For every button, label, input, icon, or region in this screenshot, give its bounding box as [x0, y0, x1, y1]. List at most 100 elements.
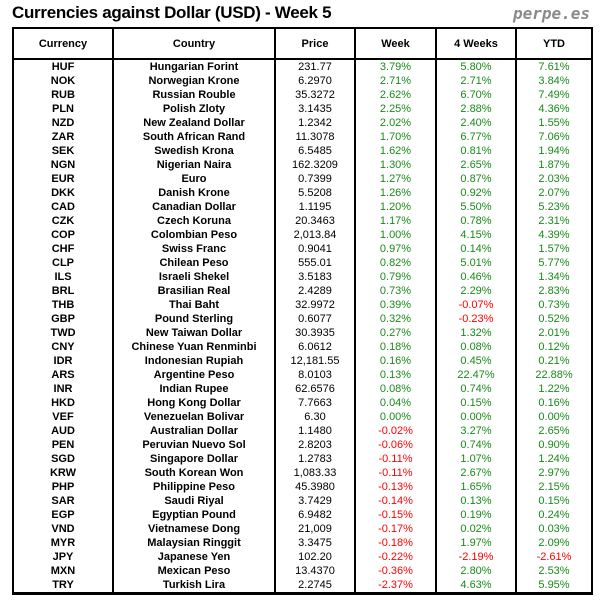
country-name: Chilean Peso [112, 256, 276, 270]
table-row: SAR Saudi Riyal 3.7429 -0.14% 0.13% 0.15% [12, 494, 593, 508]
currency-code: IDR [12, 354, 114, 368]
ytd-change: 5.77% [515, 256, 593, 270]
table-row: NOK Norwegian Krone 6.2970 2.71% 2.71% 3.84% [12, 74, 593, 88]
four-weeks-change: 0.19% [435, 508, 517, 522]
price-value: 2.4289 [274, 284, 356, 298]
table-row: RUB Russian Rouble 35.3272 2.62% 6.70% 7.49% [12, 88, 593, 102]
ytd-change: 1.94% [515, 144, 593, 158]
week-change: 0.79% [354, 270, 437, 284]
currency-code: AUD [12, 424, 114, 438]
column-header-currency: Currency [12, 27, 114, 60]
price-value: 555.01 [274, 256, 356, 270]
currency-code: EGP [12, 508, 114, 522]
currency-code: JPY [12, 550, 114, 564]
week-change: -0.11% [354, 452, 437, 466]
country-name: Canadian Dollar [112, 200, 276, 214]
ytd-change: 2.01% [515, 326, 593, 340]
table-row: VND Vietnamese Dong 21,009 -0.17% 0.02% 0.03% [12, 522, 593, 536]
column-header-country: Country [112, 27, 276, 60]
price-value: 6.9482 [274, 508, 356, 522]
week-change: -0.18% [354, 536, 437, 550]
price-value: 21,009 [274, 522, 356, 536]
four-weeks-change: 0.74% [435, 438, 517, 452]
country-name: Danish Krone [112, 186, 276, 200]
four-weeks-change: 0.15% [435, 396, 517, 410]
currency-code: NGN [12, 158, 114, 172]
ytd-change: 0.21% [515, 354, 593, 368]
week-change: 2.71% [354, 74, 437, 88]
table-header-row: Currency Country Price Week 4 Weeks YTD [12, 27, 593, 60]
price-value: 6.5485 [274, 144, 356, 158]
country-name: Mexican Peso [112, 564, 276, 578]
currency-code: INR [12, 382, 114, 396]
week-change: 2.02% [354, 116, 437, 130]
country-name: Japanese Yen [112, 550, 276, 564]
currency-code: CHF [12, 242, 114, 256]
price-value: 102.20 [274, 550, 356, 564]
week-change: -0.11% [354, 466, 437, 480]
currency-code: MXN [12, 564, 114, 578]
ytd-change: 0.90% [515, 438, 593, 452]
week-change: 0.73% [354, 284, 437, 298]
table-row: JPY Japanese Yen 102.20 -0.22% -2.19% -2.61% [12, 550, 593, 564]
ytd-change: 2.07% [515, 186, 593, 200]
country-name: Peruvian Nuevo Sol [112, 438, 276, 452]
currency-code: ZAR [12, 130, 114, 144]
table-row: ILS Israeli Shekel 3.5183 0.79% 0.46% 1.34% [12, 270, 593, 284]
column-header-ytd: YTD [515, 27, 593, 60]
table-row: PLN Polish Zloty 3.1435 2.25% 2.88% 4.36% [12, 102, 593, 116]
table-row: CZK Czech Koruna 20.3463 1.17% 0.78% 2.31% [12, 214, 593, 228]
country-name: Euro [112, 172, 276, 186]
table-row: MYR Malaysian Ringgit 3.3475 -0.18% 1.97% 2.0… [12, 536, 593, 550]
currency-code: VEF [12, 410, 114, 424]
country-name: Turkish Lira [112, 578, 276, 595]
four-weeks-change: 3.27% [435, 424, 517, 438]
country-name: Argentine Peso [112, 368, 276, 382]
column-header-week: Week [354, 27, 437, 60]
table-row: ARS Argentine Peso 8.0103 0.13% 22.47% 22.88% [12, 368, 593, 382]
price-value: 5.5208 [274, 186, 356, 200]
country-name: Vietnamese Dong [112, 522, 276, 536]
four-weeks-change: 2.67% [435, 466, 517, 480]
table-row: NGN Nigerian Naira 162.3209 1.30% 2.65% 1.87% [12, 158, 593, 172]
currency-code: TRY [12, 578, 114, 595]
ytd-change: 22.88% [515, 368, 593, 382]
ytd-change: 7.61% [515, 59, 593, 74]
currency-code: NZD [12, 116, 114, 130]
country-name: Israeli Shekel [112, 270, 276, 284]
week-change: 1.17% [354, 214, 437, 228]
four-weeks-change: 22.47% [435, 368, 517, 382]
four-weeks-change: 2.88% [435, 102, 517, 116]
week-change: -0.02% [354, 424, 437, 438]
four-weeks-change: 5.01% [435, 256, 517, 270]
four-weeks-change: -0.23% [435, 312, 517, 326]
country-name: Polish Zloty [112, 102, 276, 116]
table-row: EGP Egyptian Pound 6.9482 -0.15% 0.19% 0.24% [12, 508, 593, 522]
country-name: Singapore Dollar [112, 452, 276, 466]
ytd-change: 0.73% [515, 298, 593, 312]
four-weeks-change: -0.07% [435, 298, 517, 312]
week-change: 0.04% [354, 396, 437, 410]
country-name: Thai Baht [112, 298, 276, 312]
week-change: -2.37% [354, 578, 437, 595]
four-weeks-change: 2.80% [435, 564, 517, 578]
price-value: 11.3078 [274, 130, 356, 144]
ytd-change: 1.57% [515, 242, 593, 256]
table-row: IDR Indonesian Rupiah 12,181.55 0.16% 0.45% 0… [12, 354, 593, 368]
ytd-change: 7.49% [515, 88, 593, 102]
price-value: 62.6576 [274, 382, 356, 396]
price-value: 7.7663 [274, 396, 356, 410]
ytd-change: 0.16% [515, 396, 593, 410]
currency-code: COP [12, 228, 114, 242]
four-weeks-change: 5.80% [435, 59, 517, 74]
table-row: HKD Hong Kong Dollar 7.7663 0.04% 0.15% 0.16% [12, 396, 593, 410]
week-change: 2.25% [354, 102, 437, 116]
price-value: 3.1435 [274, 102, 356, 116]
table-row: INR Indian Rupee 62.6576 0.08% 0.74% 1.22% [12, 382, 593, 396]
ytd-change: 4.39% [515, 228, 593, 242]
country-name: Nigerian Naira [112, 158, 276, 172]
table-row: SEK Swedish Krona 6.5485 1.62% 0.81% 1.94% [12, 144, 593, 158]
currency-code: TWD [12, 326, 114, 340]
ytd-change: 2.03% [515, 172, 593, 186]
page-title: Currencies against Dollar (USD) - Week 5 [12, 3, 332, 22]
